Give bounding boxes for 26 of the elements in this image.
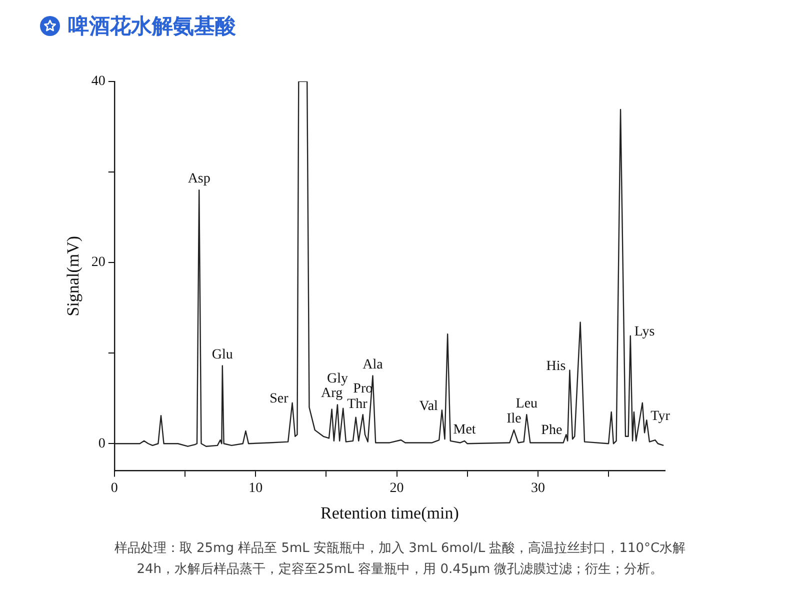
annotation: Met (453, 422, 476, 438)
annotation: Ala (362, 357, 384, 372)
chart-title: 啤酒花水解氨基酸 (68, 13, 236, 40)
x-tick-label: 30 (530, 480, 545, 496)
annotation: Phe (541, 423, 562, 438)
annotation: His (546, 358, 566, 374)
y-tick-label: 40 (91, 74, 106, 90)
annotation: Leu (516, 396, 538, 412)
annotation: Ile (506, 412, 522, 427)
x-tick-label: 20 (390, 480, 404, 496)
annotation: Gly (326, 371, 348, 386)
annotation: Thr (347, 396, 368, 412)
x-axis-title: Retention time(min) (320, 503, 459, 522)
x-tick-label: 0 (110, 480, 118, 496)
y-tick-label: 20 (91, 255, 106, 270)
annotation: Glu (212, 347, 233, 362)
annotation: Arg (321, 386, 343, 401)
annotation: Tyr (650, 408, 670, 424)
text: 样品处理：取 25mg 样品至 5mL 安瓿瓶中，加入 3mL 6mol/L 盐酸，高温拉丝封口，110°C水解 24h，水解后样品蒸干，定容至25mL 容量瓶中，用 0.45μm 微孔滤膜过滤；衍生；分析。 (113, 540, 687, 579)
annotation: Asp (188, 172, 210, 187)
x-tick-label: 10 (248, 480, 263, 496)
y-tick-label: 0 (98, 436, 106, 452)
annotation: Lys (634, 324, 655, 340)
annotation: Ser (270, 392, 289, 407)
y-axis-title: Signal(mV) (64, 236, 83, 316)
annotation: Val (419, 398, 438, 414)
